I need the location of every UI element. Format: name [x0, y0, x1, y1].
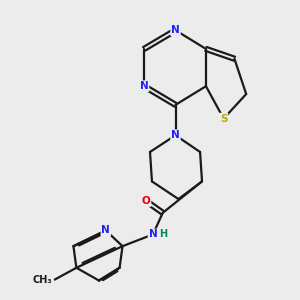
Text: N: N: [171, 25, 180, 35]
Text: N: N: [171, 130, 180, 140]
Text: N: N: [140, 81, 148, 91]
Text: N: N: [101, 226, 110, 236]
Text: S: S: [220, 114, 227, 124]
Text: N: N: [148, 230, 157, 239]
Text: H: H: [159, 229, 167, 239]
Text: O: O: [142, 196, 150, 206]
Text: CH₃: CH₃: [32, 274, 52, 285]
